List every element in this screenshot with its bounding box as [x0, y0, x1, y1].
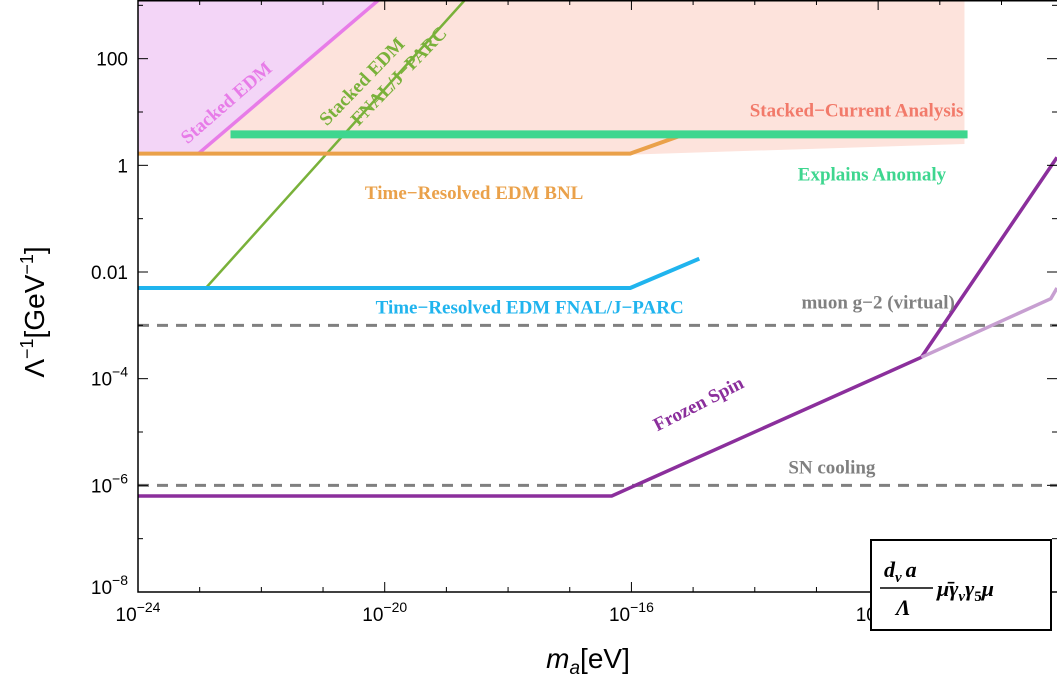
x-tick-label: 10−24	[116, 599, 161, 626]
annotation-explains-anomaly: Explains Anomaly	[798, 164, 947, 185]
series-stacked-edm-fnal-j-parc	[204, 0, 466, 289]
x-tick-label: 10−20	[362, 599, 407, 626]
formula-box: dν a Λ μ̄γνγ5μ	[870, 539, 1052, 631]
y-tick-label: 1	[117, 156, 128, 177]
annotation-stacked-current-analysis: Stacked−Current Analysis	[750, 100, 964, 121]
formula-denominator: Λ	[894, 595, 911, 620]
region-stacked-current-analysis	[198, 0, 965, 155]
series-frozen-spin	[138, 156, 1057, 498]
annotation-time-resolved-edm-fnal-j-parc: Time−Resolved EDM FNAL/J−PARC	[376, 298, 684, 319]
y-axis-title: Λ−1[GeV−1]	[17, 246, 50, 377]
series-time-resolved-edm-fnal-j-parc	[138, 256, 701, 290]
formula-term: μ̄γνγ5μ	[936, 576, 994, 605]
shaded-regions	[138, 0, 965, 155]
y-tick-label: 100	[96, 50, 128, 71]
y-tick-label: 10−6	[91, 470, 128, 497]
x-tick-label: 10−16	[609, 599, 654, 626]
series-stacked-edm	[197, 0, 380, 155]
plot-frame	[137, 0, 1057, 593]
y-tick-label: 10−8	[91, 572, 128, 599]
series-time-resolved-edm-bnl	[138, 131, 688, 156]
x-axis-title: ma[eV]	[546, 643, 630, 679]
annotation-time-resolved-edm-bnl: Time−Resolved EDM BNL	[365, 183, 583, 204]
y-tick-label: 10−4	[91, 364, 128, 391]
annotation-frozen-spin: Frozen Spin	[650, 372, 748, 436]
annotation-muon-g-2-virtual: muon g−2 (virtual)	[801, 292, 954, 313]
series-lines	[138, 0, 1057, 498]
series-frozen-spin-light	[920, 287, 1057, 359]
y-tick-label: 0.01	[91, 263, 128, 284]
region-stacked-edm	[138, 0, 379, 154]
annotation-sn-cooling: SN cooling	[788, 458, 876, 479]
formula-numerator: dν a	[884, 557, 917, 586]
